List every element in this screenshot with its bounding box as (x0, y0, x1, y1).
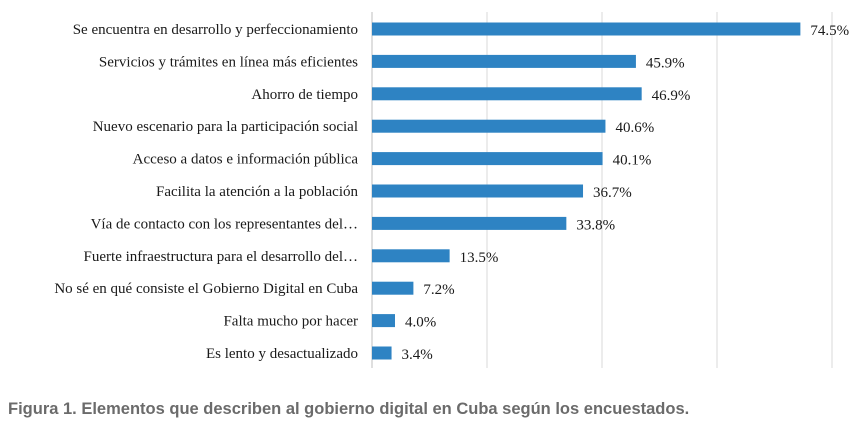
category-label: Se encuentra en desarrollo y perfecciona… (73, 22, 358, 38)
category-label: Falta mucho por hacer (223, 314, 358, 330)
value-labels: 74.5% 45.9% 46.9% 40.6% 40.1% 36.7% 33.8% 13.5%… (402, 23, 850, 363)
bar (372, 152, 603, 166)
bar (372, 54, 636, 68)
data-label: 40.1% (613, 153, 652, 169)
data-label: 74.5% (810, 23, 849, 39)
bar (372, 119, 606, 133)
bar (372, 184, 584, 198)
bar (372, 22, 801, 36)
data-label: 3.4% (402, 347, 433, 363)
category-label: Acceso a datos e información pública (133, 152, 359, 168)
bar (372, 87, 642, 101)
category-label: Vía de contacto con los representantes d… (91, 216, 358, 232)
category-label: Ahorro de tiempo (251, 87, 358, 103)
data-label: 45.9% (646, 55, 685, 71)
data-label: 33.8% (576, 217, 615, 233)
data-label: 46.9% (652, 88, 691, 104)
data-label: 7.2% (423, 282, 454, 298)
data-label: 36.7% (593, 185, 632, 201)
category-label: Nuevo escenario para la participación so… (93, 119, 358, 135)
bar-chart: Se encuentra en desarrollo y perfecciona… (54, 12, 850, 368)
bar (372, 249, 450, 263)
category-label: No sé en qué consiste el Gobierno Digita… (54, 281, 358, 297)
bar (372, 216, 567, 230)
data-label: 13.5% (460, 250, 499, 266)
bar (372, 314, 395, 328)
figure-caption: Figura 1. Elementos que describen al gob… (8, 400, 690, 418)
category-label: Fuerte infraestructura para el desarroll… (84, 249, 358, 265)
bar (372, 346, 392, 360)
data-label: 4.0% (405, 315, 436, 331)
category-label: Facilita la atención a la población (156, 184, 359, 200)
category-labels: Se encuentra en desarrollo y perfecciona… (54, 22, 358, 362)
category-label: Es lento y desactualizado (206, 346, 358, 362)
data-label: 40.6% (615, 120, 654, 136)
bars-group (372, 22, 801, 360)
bar (372, 281, 414, 295)
category-label: Servicios y trámites en línea más eficie… (99, 54, 358, 70)
